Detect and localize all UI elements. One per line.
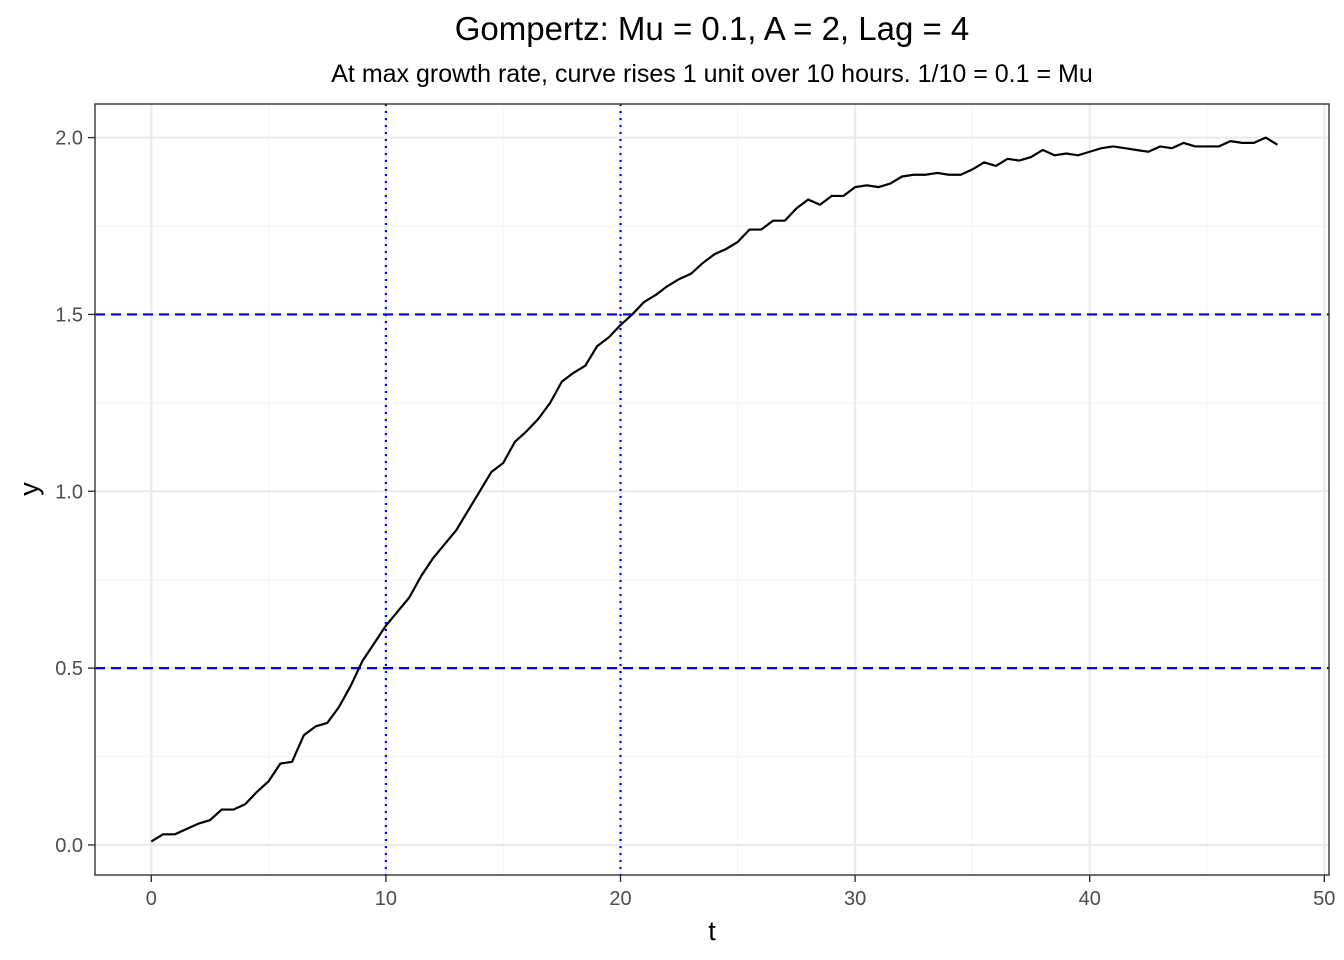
y-tick-label: 1.5 <box>55 304 83 326</box>
panel-border <box>94 103 1330 876</box>
series-line <box>150 136 1278 843</box>
x-axis-title: t <box>708 916 716 946</box>
chart-subtitle: At max growth rate, curve rises 1 unit o… <box>331 60 1093 88</box>
y-tick-label: 0.0 <box>55 835 83 857</box>
y-axis-title: y <box>14 482 44 496</box>
major-gridlines <box>95 104 1329 875</box>
series-layer <box>150 136 1278 843</box>
x-axis-ticks: 0 10 20 30 40 50 <box>146 875 1335 910</box>
x-tick-label: 50 <box>1313 888 1335 910</box>
x-tick-label: 40 <box>1079 888 1101 910</box>
chart-title: Gompertz: Mu = 0.1, A = 2, Lag = 4 <box>455 10 970 47</box>
y-tick-label: 2.0 <box>55 128 83 150</box>
y-tick-label: 0.5 <box>55 658 83 680</box>
y-tick-label: 1.0 <box>55 481 83 503</box>
x-tick-label: 30 <box>844 888 866 910</box>
x-tick-label: 20 <box>609 888 631 910</box>
reference-lines <box>95 104 1329 875</box>
x-tick-label: 0 <box>146 888 157 910</box>
x-tick-label: 10 <box>375 888 397 910</box>
minor-gridlines <box>95 104 1329 875</box>
y-axis-ticks: 0.0 0.5 1.0 1.5 2.0 <box>55 128 95 857</box>
